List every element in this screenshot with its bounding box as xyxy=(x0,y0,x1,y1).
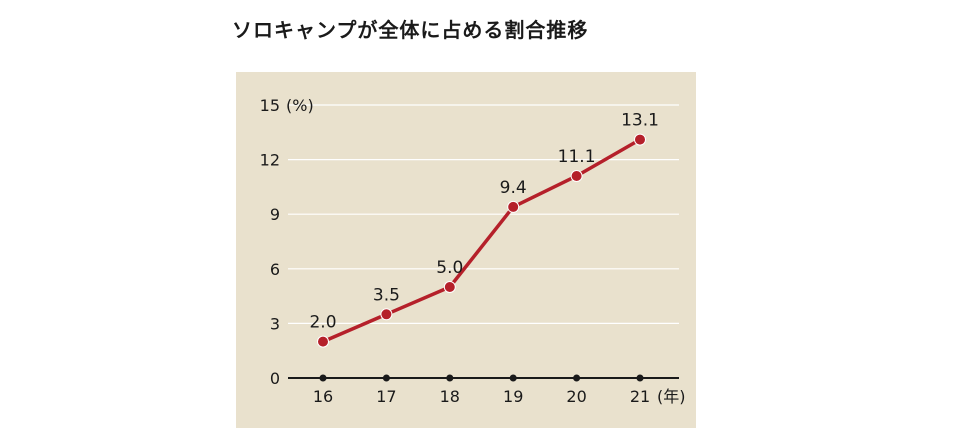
data-label: 9.4 xyxy=(500,178,527,198)
y-axis-unit: (%) xyxy=(286,96,314,115)
y-tick-label: 9 xyxy=(270,205,280,224)
x-tick-mark xyxy=(319,374,327,382)
data-label: 2.0 xyxy=(309,313,336,333)
x-tick-label: 16 xyxy=(313,387,333,406)
data-label: 13.1 xyxy=(621,111,659,131)
y-tick-label: 15 xyxy=(260,96,280,115)
x-tick-mark xyxy=(446,374,454,382)
x-tick-label: 20 xyxy=(566,387,586,406)
data-label: 5.0 xyxy=(436,258,463,278)
x-tick-mark xyxy=(573,374,581,382)
y-tick-label: 6 xyxy=(270,260,280,279)
data-point xyxy=(570,169,583,182)
series-line-group xyxy=(317,133,646,348)
y-tick-label: 12 xyxy=(260,151,280,170)
x-tick-label: 17 xyxy=(376,387,396,406)
line-chart: 0 3 6 9 12 15 (%) 16 17 18 19 20 21 (年) 2.0 3.5 5.0 9.4 1… xyxy=(260,96,686,406)
x-axis-unit: (年) xyxy=(657,387,686,406)
x-tick-label: 19 xyxy=(503,387,523,406)
data-label: 11.1 xyxy=(558,147,596,167)
data-point xyxy=(317,335,329,348)
x-tick-label: 21 xyxy=(630,387,650,406)
data-labels: 2.0 3.5 5.0 9.4 11.1 13.1 xyxy=(309,111,658,333)
data-point xyxy=(443,281,456,293)
data-point xyxy=(507,200,520,213)
series-line xyxy=(322,138,641,344)
y-tick-label: 0 xyxy=(270,369,280,388)
data-label: 3.5 xyxy=(373,285,400,305)
x-tick-mark xyxy=(382,374,390,382)
chart-panel: 0 3 6 9 12 15 (%) 16 17 18 19 20 21 (年) 2.0 3.5 5.0 9.4 1… xyxy=(236,72,696,428)
y-tick-label: 3 xyxy=(270,314,280,333)
gridlines xyxy=(288,104,679,324)
data-point xyxy=(634,133,646,146)
axes: 0 3 6 9 12 15 (%) 16 17 18 19 20 21 (年) xyxy=(260,96,686,406)
x-tick-mark xyxy=(636,374,644,382)
x-tick-label: 18 xyxy=(440,387,460,406)
chart-title: ソロキャンプが全体に占める割合推移 xyxy=(232,18,589,42)
data-point xyxy=(380,308,393,321)
x-tick-mark xyxy=(509,374,517,382)
